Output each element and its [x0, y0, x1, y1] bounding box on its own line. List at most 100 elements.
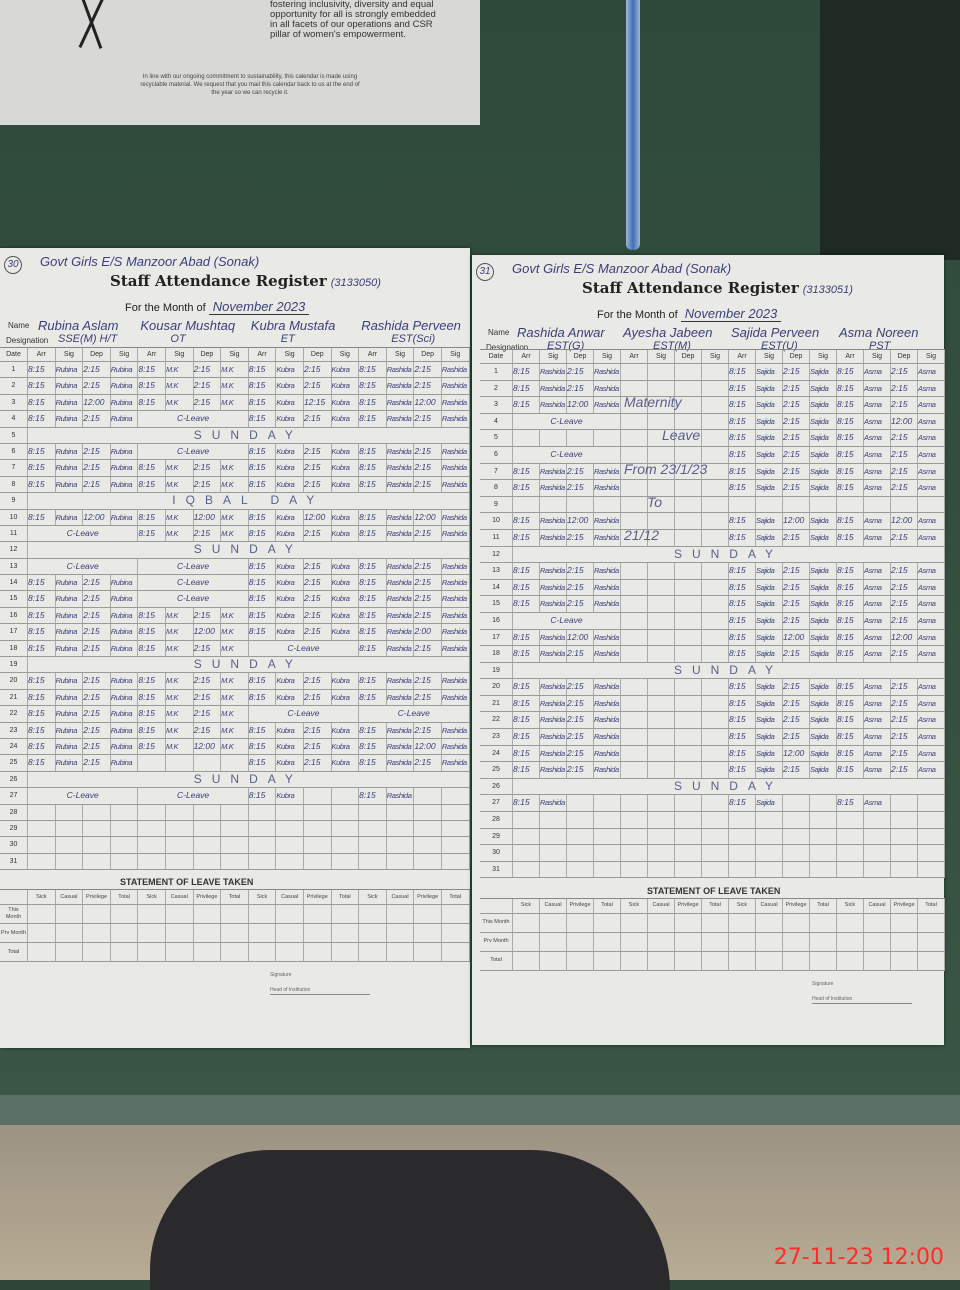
sub-column-header: Sig: [387, 348, 415, 361]
arrival-time: 8:15: [837, 413, 864, 430]
leave-column-header: Sick: [729, 898, 756, 913]
register-title: Staff Attendance Register (3133051): [582, 279, 853, 297]
leave-entry: C-Leave: [249, 640, 360, 657]
departure-time: 2:15: [783, 679, 810, 695]
date-cell: 11: [480, 529, 513, 546]
page-number: 30: [4, 256, 22, 274]
empty-cell: [702, 812, 729, 828]
empty-cell: [675, 612, 702, 629]
empty-cell: [359, 853, 387, 870]
sub-column-header: Arr: [138, 348, 166, 361]
arrival-time: 8:15: [138, 607, 166, 624]
arrival-time: 8:15: [28, 575, 56, 591]
empty-cell: [675, 629, 702, 646]
signature: M.K: [221, 607, 249, 624]
signature: Rubina: [111, 575, 139, 591]
arrival-time: 8:15: [138, 476, 166, 493]
departure-time: 2:15: [194, 673, 222, 689]
empty-cell: [621, 629, 648, 646]
sub-column-header: Dep: [891, 350, 918, 363]
signature: Asma: [864, 380, 891, 397]
title-text: Staff Attendance Register: [582, 279, 799, 297]
sub-column-header: Sig: [810, 350, 837, 363]
empty-cell: [56, 820, 84, 837]
signature: Rashida: [540, 795, 567, 812]
empty-cell: [28, 804, 56, 820]
departure-time: 2:15: [83, 624, 111, 640]
empty-cell: [621, 579, 648, 596]
leave-column-header: Casual: [166, 890, 194, 905]
empty-cell: [567, 496, 594, 513]
signature: Sajida: [810, 679, 837, 695]
departure-time: [567, 795, 594, 812]
empty-cell: [387, 804, 415, 820]
empty-cell: [594, 845, 621, 861]
signature: M.K: [221, 362, 249, 378]
leave-entry: C-Leave: [513, 446, 621, 463]
empty-cell: [414, 820, 442, 837]
departure-time: 2:15: [194, 362, 222, 378]
empty-cell: [594, 828, 621, 845]
leave-cell: [83, 905, 111, 924]
signature: Rashida: [387, 624, 415, 640]
leave-cell: [442, 924, 470, 943]
signature: Sajida: [756, 463, 783, 480]
empty-cell: [675, 563, 702, 579]
signature: M.K: [166, 378, 194, 394]
empty-cell: [918, 845, 945, 861]
empty-cell: [702, 480, 729, 496]
empty-cell: [221, 820, 249, 837]
arrival-time: 8:15: [513, 513, 540, 529]
empty-cell: [249, 837, 277, 853]
leave-cell: [918, 951, 945, 970]
signature: M.K: [221, 673, 249, 689]
departure-time: 2:15: [891, 762, 918, 778]
departure-time: 2:15: [783, 480, 810, 496]
attendance-row: 11 8:15 Rashida 2:15 Rashida 8:15 Sajida 2:15 Sa…: [480, 529, 945, 547]
date-cell: 5: [0, 427, 28, 443]
sub-column-header: Sig: [540, 350, 567, 363]
arrival-time: 8:15: [249, 591, 277, 607]
signature: Kubra: [332, 722, 360, 738]
empty-cell: [166, 820, 194, 837]
empty-cell: [442, 820, 470, 837]
leave-cell: [414, 924, 442, 943]
date-cell: 28: [0, 804, 28, 820]
attendance-row: 29: [480, 828, 945, 846]
arrival-time: 8:15: [729, 646, 756, 662]
leave-row: Prv Month: [480, 932, 945, 952]
signature: Rashida: [442, 411, 470, 427]
leave-cell: [221, 943, 249, 962]
date-cell: 1: [0, 362, 28, 378]
leave-column-header: Casual: [540, 898, 567, 913]
empty-cell: [28, 853, 56, 870]
departure-time: 2:15: [83, 607, 111, 624]
signature: Rashida: [540, 579, 567, 596]
departure-time: 12:00: [891, 513, 918, 529]
arrival-time: 8:15: [359, 689, 387, 706]
date-cell: 29: [0, 820, 28, 837]
empty-cell: [621, 679, 648, 695]
empty-cell: [138, 837, 166, 853]
empty-cell: [837, 828, 864, 845]
signature: Rubina: [111, 640, 139, 657]
arrival-time: 8:15: [729, 679, 756, 695]
sub-column-header: Dep: [675, 350, 702, 363]
date-header: Date: [0, 348, 28, 361]
empty-cell: [675, 579, 702, 596]
leave-cell: [513, 951, 540, 970]
empty-cell: [567, 812, 594, 828]
signature: Sajida: [756, 513, 783, 529]
leave-column-header: Total: [332, 890, 360, 905]
statement-title: STATEMENT OF LEAVE TAKEN: [120, 877, 254, 888]
departure-time: 2:15: [194, 476, 222, 493]
departure-time: 2:15: [891, 745, 918, 762]
name-label: Name: [8, 321, 30, 330]
empty-cell: [621, 529, 648, 546]
leave-cell: [359, 905, 387, 924]
empty-cell: [648, 480, 675, 496]
arrival-time: 8:15: [837, 563, 864, 579]
signature: Rubina: [56, 591, 84, 607]
empty-cell: [359, 837, 387, 853]
signature: Rashida: [594, 513, 621, 529]
